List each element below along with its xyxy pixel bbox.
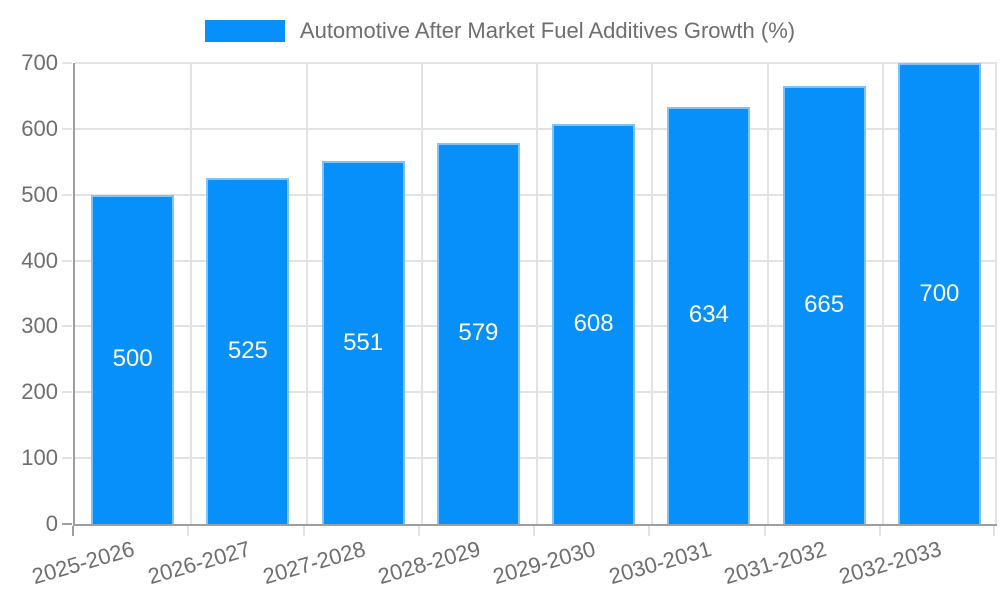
gridline-v [651,63,654,524]
x-tick-mark [302,526,305,536]
x-tick-mark [878,526,881,536]
y-tick-mark [62,325,72,328]
y-tick-mark [62,391,72,394]
y-tick-mark [62,457,72,460]
x-tick-mark [72,526,74,536]
y-tick-label: 100 [21,445,58,471]
y-tick-label: 0 [45,511,58,536]
gridline-v [420,63,423,524]
bar-value-label: 551 [343,328,384,356]
y-tick-label: 500 [21,181,58,207]
x-tick-mark [993,526,995,536]
bar-value-label: 579 [458,319,499,347]
x-tick-mark [187,526,190,536]
x-tick-label: 2028-2029 [375,536,484,590]
y-tick-label: 600 [21,115,58,141]
legend-swatch-icon [204,20,285,42]
x-tick-label: 2025-2026 [29,536,138,590]
y-tick-label: 300 [21,313,58,339]
y-tick-label: 400 [21,247,58,273]
plot-area: 500 525 551 579 608 634 665 700 [73,62,997,526]
x-tick-mark [648,526,651,536]
gridline-v [995,63,997,524]
x-tick-mark [533,526,535,536]
legend-label: Automotive After Market Fuel Additives G… [299,18,796,43]
bar-value-label: 700 [919,279,960,307]
x-tick-label: 2027-2028 [259,536,369,590]
x-tick-label: 2031-2032 [720,536,830,590]
x-tick-label: 2030-2031 [605,536,714,590]
y-tick-mark [62,259,72,262]
chart-legend[interactable]: Automotive After Market Fuel Additives G… [0,18,1000,44]
bar [897,63,981,524]
gridline-v [881,63,884,524]
bar [552,123,636,524]
gridline-v [190,63,193,524]
y-tick-mark [62,127,72,130]
gridline-v [305,63,308,524]
y-tick-mark [62,62,72,64]
bar-value-label: 634 [688,301,729,329]
bar-value-label: 525 [227,337,268,365]
bar-value-label: 500 [112,345,153,373]
x-tick-label: 2029-2030 [490,536,599,590]
bar [91,194,175,524]
y-tick-mark [62,193,72,196]
gridline-v [766,63,769,524]
gridline-v [536,63,538,524]
bar [782,86,866,524]
x-tick-mark [417,526,420,536]
bar [436,142,520,524]
bar-value-label: 665 [804,291,845,318]
y-tick-label: 200 [21,379,58,405]
bar [667,106,751,524]
y-tick-label: 700 [21,50,58,75]
x-tick-label: 2032-2033 [836,536,945,590]
bar-value-label: 608 [573,309,614,337]
bar [321,161,405,524]
y-tick-mark [62,523,72,525]
x-tick-mark [763,526,766,536]
bar [206,178,290,524]
x-tick-label: 2026-2027 [144,536,253,590]
